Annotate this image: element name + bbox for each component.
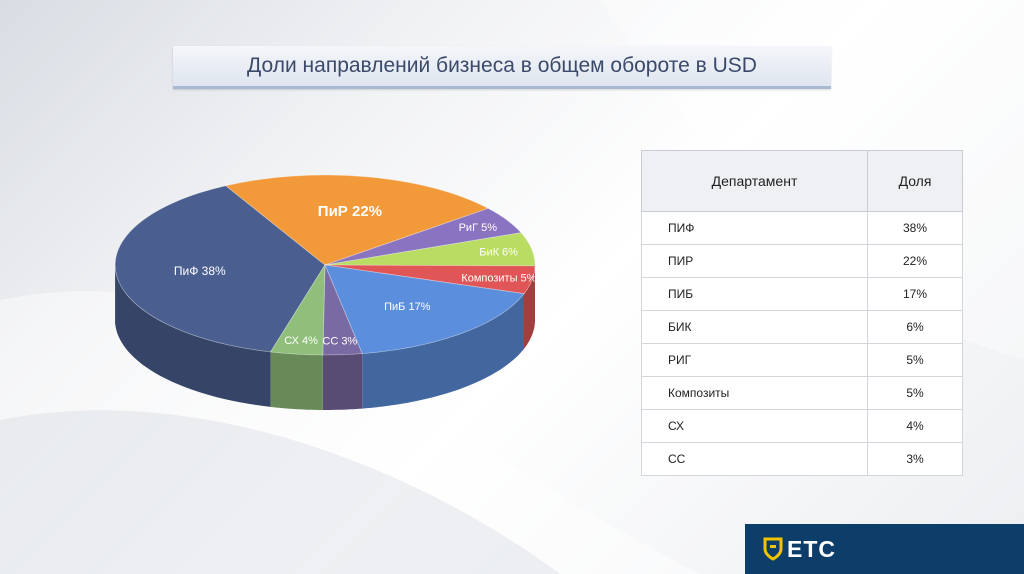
slide-title: Доли направлений бизнеса в общем обороте… bbox=[247, 54, 757, 77]
etc-logo: ETC bbox=[745, 524, 1024, 574]
cell-department: Композиты bbox=[641, 376, 868, 410]
table-row: Композиты 5% bbox=[641, 376, 963, 410]
pie-side-пиф bbox=[115, 268, 271, 407]
cell-share: 22% bbox=[867, 244, 963, 278]
pie-slice-пиф bbox=[114, 185, 326, 353]
table-row: РИГ 5% bbox=[641, 343, 963, 377]
cell-share: 17% bbox=[867, 277, 963, 311]
cell-share: 5% bbox=[867, 376, 963, 410]
cell-share: 38% bbox=[867, 211, 963, 245]
pie-slice-композиты bbox=[324, 264, 536, 295]
table-row: ПИР 22% bbox=[641, 244, 963, 278]
cell-department: ПИР bbox=[641, 244, 868, 278]
pie-side-сс bbox=[322, 353, 363, 410]
cell-department: ПИБ bbox=[641, 277, 868, 311]
pie-label-бик: БиК 6% bbox=[479, 247, 518, 259]
cell-department: БИК bbox=[641, 310, 868, 344]
pie-label-сс: СС 3% bbox=[322, 335, 357, 347]
pie-label-пиб: ПиБ 17% bbox=[384, 301, 431, 313]
cell-department: ПИФ bbox=[641, 211, 868, 245]
slide-title-bar: Доли направлений бизнеса в общем обороте… bbox=[173, 46, 831, 89]
pie-slice-риг bbox=[324, 207, 522, 266]
logo-text: ETC bbox=[787, 535, 836, 562]
header-share: Доля bbox=[867, 150, 963, 212]
pie-slice-бик bbox=[324, 232, 536, 267]
pie-label-пиф: ПиФ 38% bbox=[174, 264, 226, 278]
table-row: СХ 4% bbox=[641, 409, 963, 443]
pie-side-сх bbox=[270, 351, 323, 410]
pie-label-риг: РиГ 5% bbox=[459, 222, 498, 234]
table-row: БИК 6% bbox=[641, 310, 963, 344]
shield-logo-icon bbox=[763, 537, 783, 561]
pie-side-композиты bbox=[524, 265, 535, 349]
cell-share: 5% bbox=[867, 343, 963, 377]
cell-department: СХ bbox=[641, 409, 868, 443]
pie-label-композиты: Композиты 5% bbox=[461, 273, 536, 285]
pie-side-пиб bbox=[362, 293, 524, 409]
cell-share: 4% bbox=[867, 409, 963, 443]
pie-label-сх: СХ 4% bbox=[284, 335, 318, 347]
table-row: ПИФ 38% bbox=[641, 211, 963, 245]
pie-label-пир: ПиР 22% bbox=[318, 203, 382, 220]
table-header-row: Департамент Доля bbox=[641, 150, 963, 212]
header-department: Департамент bbox=[641, 150, 868, 212]
cell-department: РИГ bbox=[641, 343, 868, 377]
table-row: ПИБ 17% bbox=[641, 277, 963, 311]
pie-slice-сх bbox=[269, 263, 326, 356]
pie-slice-пиб bbox=[324, 264, 525, 355]
cell-share: 3% bbox=[867, 442, 963, 476]
cell-share: 6% bbox=[867, 310, 963, 344]
pie-chart: ПиФ 38% ПиР 22% РиГ 5% БиК 6% Композиты 5% Пи… bbox=[114, 174, 537, 410]
pie-slice-пир bbox=[224, 174, 490, 266]
table-row: СС 3% bbox=[641, 442, 963, 476]
pie-slice-сс bbox=[322, 264, 363, 356]
department-table: Департамент Доля ПИФ 38% ПИР 22% ПИБ 17% БИ… bbox=[641, 150, 963, 476]
cell-department: СС bbox=[641, 442, 868, 476]
